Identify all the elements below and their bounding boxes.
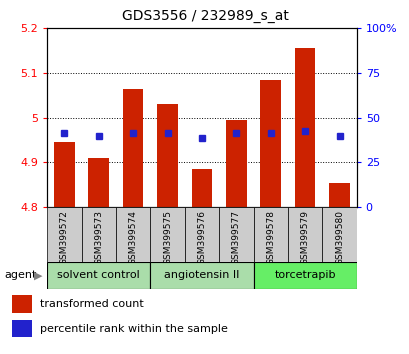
Bar xyxy=(328,183,349,207)
Bar xyxy=(81,207,116,262)
Text: angiotensin II: angiotensin II xyxy=(164,270,239,280)
Bar xyxy=(123,88,143,207)
Bar xyxy=(184,207,218,262)
Text: GDS3556 / 232989_s_at: GDS3556 / 232989_s_at xyxy=(121,9,288,23)
Bar xyxy=(150,207,184,262)
Text: agent: agent xyxy=(4,270,36,280)
Bar xyxy=(88,158,109,207)
Text: GSM399575: GSM399575 xyxy=(163,210,172,265)
Text: GSM399577: GSM399577 xyxy=(231,210,240,265)
Bar xyxy=(287,207,321,262)
Bar xyxy=(12,295,32,313)
Text: ▶: ▶ xyxy=(34,270,42,280)
Bar xyxy=(54,142,74,207)
Text: GSM399580: GSM399580 xyxy=(334,210,343,265)
Bar xyxy=(47,262,150,289)
Bar xyxy=(157,104,178,207)
Text: torcetrapib: torcetrapib xyxy=(274,270,335,280)
Bar xyxy=(218,207,253,262)
Bar xyxy=(116,207,150,262)
Bar xyxy=(47,207,81,262)
Bar xyxy=(253,262,356,289)
Bar xyxy=(150,262,253,289)
Text: GSM399573: GSM399573 xyxy=(94,210,103,265)
Bar xyxy=(260,80,280,207)
Bar xyxy=(191,169,212,207)
Bar xyxy=(253,207,287,262)
Text: transformed count: transformed count xyxy=(40,299,143,309)
Text: GSM399572: GSM399572 xyxy=(60,210,69,265)
Bar xyxy=(225,120,246,207)
Bar xyxy=(12,320,32,337)
Text: GSM399576: GSM399576 xyxy=(197,210,206,265)
Text: GSM399579: GSM399579 xyxy=(300,210,309,265)
Text: GSM399578: GSM399578 xyxy=(265,210,274,265)
Text: solvent control: solvent control xyxy=(57,270,140,280)
Text: GSM399574: GSM399574 xyxy=(128,210,137,265)
Bar xyxy=(321,207,356,262)
Bar xyxy=(294,48,315,207)
Text: percentile rank within the sample: percentile rank within the sample xyxy=(40,324,227,334)
